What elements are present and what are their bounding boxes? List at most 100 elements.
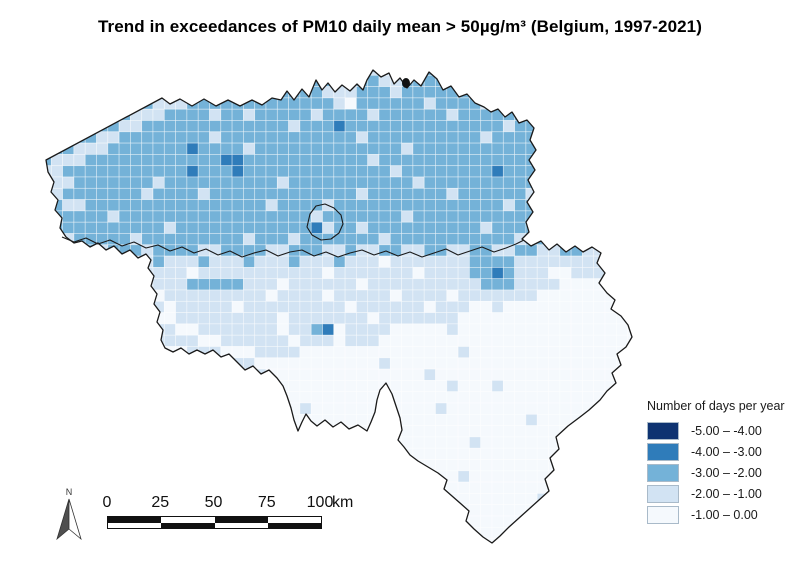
grid-cell (627, 481, 632, 494)
grid-cell (401, 380, 414, 393)
grid-cell (639, 539, 650, 550)
grid-cell (423, 493, 436, 506)
grid-cell (254, 70, 267, 76)
grid-cell (243, 165, 256, 178)
grid-cell (84, 368, 97, 381)
grid-cell (344, 357, 357, 370)
grid-cell (209, 154, 222, 167)
grid-cell (46, 515, 52, 528)
grid-cell (604, 334, 617, 347)
grid-cell (73, 267, 86, 280)
grid-cell (615, 323, 628, 336)
grid-cell (130, 459, 143, 472)
grid-cell (423, 346, 436, 359)
grid-cell (84, 470, 97, 483)
grid-cell (84, 515, 97, 528)
grid-cell (175, 300, 188, 313)
grid-cell (276, 436, 289, 449)
grid-cell (197, 108, 210, 121)
grid-cell (514, 470, 527, 483)
grid-cell (367, 108, 380, 121)
grid-cell (593, 300, 606, 313)
grid-cell (491, 493, 504, 506)
grid-cell (322, 459, 335, 472)
grid-cell (96, 108, 109, 121)
grid-cell (197, 402, 210, 415)
grid-cell (288, 436, 301, 449)
grid-cell (491, 176, 504, 189)
grid-cell (537, 550, 548, 561)
grid-cell (322, 267, 335, 280)
grid-cell (389, 278, 402, 291)
grid-cell (220, 402, 233, 415)
grid-cell (627, 312, 632, 325)
grid-cell (107, 221, 120, 234)
grid-cell (175, 154, 188, 167)
grid-cell (322, 538, 335, 543)
grid-cell (243, 402, 256, 415)
grid-cell (265, 131, 278, 144)
grid-cell (615, 380, 628, 393)
grid-cell (480, 368, 493, 381)
grid-cell (593, 357, 606, 370)
grid-cell (582, 470, 595, 483)
grid-cell (593, 346, 606, 359)
grid-cell (118, 312, 131, 325)
grid-cell (310, 244, 323, 257)
grid-cell (254, 436, 267, 449)
grid-cell (152, 368, 165, 381)
grid-cell (582, 447, 595, 460)
grid-cell (107, 312, 120, 325)
grid-cell (615, 131, 628, 144)
grid-cell (536, 165, 549, 178)
grid-cell (480, 391, 493, 404)
grid-cell (536, 447, 549, 460)
grid-cell (333, 334, 346, 347)
grid-cell (276, 402, 289, 415)
grid-cell (141, 425, 154, 438)
grid-cell (423, 334, 436, 347)
grid-cell (141, 402, 154, 415)
grid-cell (344, 176, 357, 189)
grid-cell (265, 436, 278, 449)
grid-cell (536, 70, 549, 76)
grid-cell (356, 413, 369, 426)
grid-cell (514, 357, 527, 370)
grid-cell (175, 267, 188, 280)
grid-cell (447, 550, 458, 561)
grid-cell (559, 131, 572, 144)
grid-cell (243, 538, 256, 543)
grid-cell (243, 323, 256, 336)
grid-cell (412, 154, 425, 167)
grid-cell (118, 86, 131, 99)
grid-cell (276, 334, 289, 347)
grid-cell (457, 526, 470, 539)
grid-cell (344, 199, 357, 212)
grid-cell (322, 436, 335, 449)
grid-cell (84, 176, 97, 189)
grid-cell (344, 187, 357, 200)
grid-cell (276, 459, 289, 472)
grid-cell (582, 526, 595, 539)
grid-cell (62, 86, 75, 99)
grid-cell (46, 493, 52, 506)
grid-cell (502, 526, 515, 539)
grid-cell (310, 334, 323, 347)
grid-cell (333, 425, 346, 438)
grid-cell (378, 368, 391, 381)
grid-cell (322, 300, 335, 313)
grid-cell (243, 413, 256, 426)
grid-cell (163, 300, 176, 313)
grid-cell (457, 97, 470, 110)
legend-class-label: -5.00 – -4.00 (691, 423, 762, 438)
grid-cell (73, 470, 86, 483)
grid-cell (412, 380, 425, 393)
grid-cell (491, 86, 504, 99)
grid-cell (423, 187, 436, 200)
grid-cell (435, 436, 448, 449)
grid-cell (186, 447, 199, 460)
grid-cell (367, 538, 380, 543)
grid-cell (367, 289, 380, 302)
grid-cell (401, 120, 414, 133)
legend-class-label: -4.00 – -3.00 (691, 444, 762, 459)
